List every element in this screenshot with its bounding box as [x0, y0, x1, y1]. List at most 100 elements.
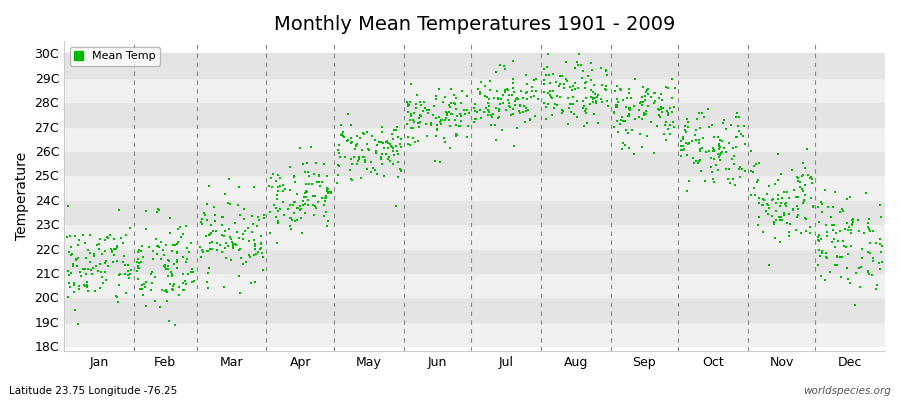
Point [523, 116, 537, 122]
Point [773, 203, 788, 210]
Point [99, 277, 113, 283]
Point [716, 117, 731, 123]
Point [448, 133, 463, 139]
Point [288, 179, 302, 185]
Point [241, 225, 256, 232]
Point [150, 206, 165, 212]
Point [356, 154, 371, 160]
Point [508, 95, 523, 102]
Point [228, 241, 242, 248]
Point [413, 111, 428, 118]
Point [667, 124, 681, 130]
Point [738, 168, 752, 174]
Point [555, 110, 570, 116]
Point [347, 146, 362, 152]
Point [477, 109, 491, 116]
Point [296, 197, 310, 204]
Point [273, 183, 287, 189]
Point [352, 155, 366, 162]
Point [320, 173, 334, 180]
Point [662, 105, 677, 111]
Point [676, 143, 690, 149]
Point [638, 92, 652, 99]
Point [679, 123, 693, 130]
Point [559, 59, 573, 65]
Point [770, 151, 785, 157]
Point [443, 145, 457, 152]
Point [350, 133, 365, 139]
Point [608, 110, 622, 116]
Point [320, 190, 335, 196]
Point [659, 84, 673, 90]
Point [424, 120, 438, 126]
Point [225, 245, 239, 251]
Point [601, 103, 616, 110]
Point [416, 108, 430, 114]
Point [407, 118, 421, 125]
Point [699, 149, 714, 156]
Point [570, 98, 584, 104]
Point [110, 258, 124, 264]
Point [236, 260, 250, 267]
Point [474, 79, 489, 85]
Point [796, 160, 811, 167]
Point [405, 117, 419, 124]
Point [248, 279, 263, 285]
Point [501, 100, 516, 107]
Point [849, 270, 863, 276]
Point [349, 161, 364, 167]
Point [608, 88, 622, 94]
Point [68, 307, 83, 313]
Point [110, 294, 124, 300]
Point [634, 102, 649, 108]
Point [579, 94, 593, 101]
Point [173, 224, 187, 230]
Point [290, 191, 304, 198]
Point [381, 138, 395, 144]
Point [131, 265, 146, 272]
Point [428, 93, 443, 99]
Point [644, 94, 659, 100]
Point [105, 249, 120, 255]
Point [873, 236, 887, 242]
Point [861, 268, 876, 274]
Point [674, 137, 688, 144]
Bar [64, 322, 885, 346]
Point [210, 240, 224, 246]
Point [225, 238, 239, 245]
Point [820, 254, 834, 261]
Point [264, 174, 278, 181]
Point [60, 202, 75, 209]
Point [503, 104, 517, 110]
Point [433, 119, 447, 125]
Point [862, 225, 877, 232]
Point [180, 255, 194, 262]
Point [67, 289, 81, 296]
Point [559, 75, 573, 82]
Point [782, 211, 796, 218]
Point [781, 228, 796, 235]
Point [410, 138, 425, 144]
Point [491, 88, 505, 94]
Point [386, 145, 400, 151]
Point [817, 277, 832, 284]
Point [727, 161, 742, 167]
Point [118, 262, 132, 268]
Point [680, 141, 695, 147]
Point [641, 90, 655, 97]
Point [536, 89, 551, 95]
Point [750, 179, 764, 186]
Point [290, 205, 304, 211]
Point [632, 106, 646, 113]
Point [344, 122, 358, 128]
Point [423, 121, 437, 128]
Point [821, 203, 835, 210]
Point [622, 106, 636, 112]
Point [504, 112, 518, 119]
Point [545, 88, 560, 94]
Point [369, 150, 383, 156]
Point [730, 134, 744, 140]
Point [85, 271, 99, 278]
Point [122, 225, 137, 232]
Point [166, 242, 180, 248]
